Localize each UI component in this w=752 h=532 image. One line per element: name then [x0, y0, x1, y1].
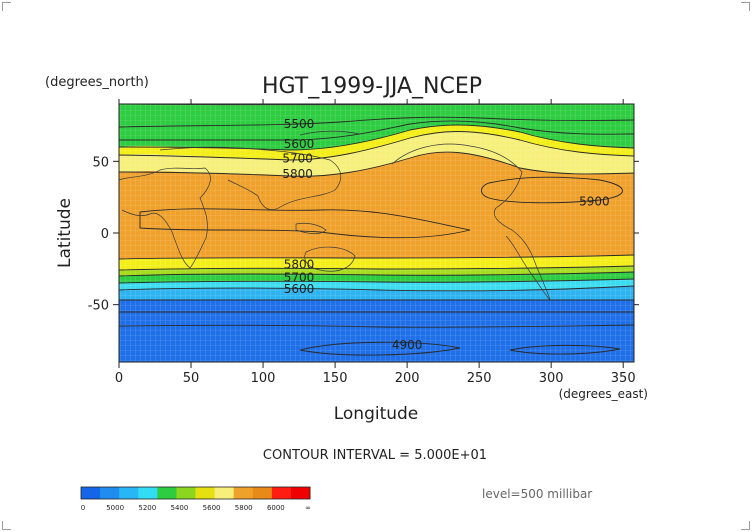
colorbar-label: 5200 — [138, 504, 156, 512]
colorbar-swatch — [138, 487, 158, 499]
x-tick-label: 0 — [115, 371, 123, 386]
colorbar-swatch — [100, 487, 120, 499]
chart-title: HGT_1999-JJA_NCEP — [262, 74, 482, 99]
y-tick-label: -50 — [88, 299, 109, 314]
grid-overlay — [119, 104, 634, 362]
colorbar-label: ∞ — [305, 504, 311, 512]
colorbar-label: 5600 — [203, 504, 221, 512]
x-units-label: (degrees_east) — [559, 387, 648, 401]
colorbar-swatch — [119, 487, 139, 499]
y-axis: 50 0 -50 — [88, 155, 639, 314]
colorbar-swatch — [176, 487, 196, 499]
crop-mark-top-left — [2, 2, 11, 11]
colorbar-label: 5800 — [235, 504, 253, 512]
x-tick-label: 50 — [183, 371, 200, 386]
crop-mark-bottom-left — [2, 521, 11, 530]
x-tick-label: 200 — [395, 371, 420, 386]
contour-label: 5800 — [284, 258, 315, 272]
contour-label: 5900 — [579, 194, 610, 208]
colorbar-label: 5000 — [106, 504, 124, 512]
colorbar-swatch — [290, 487, 311, 499]
contour-label: 4900 — [392, 338, 423, 352]
contour-label: 5800 — [282, 167, 313, 181]
colorbar-label: 0 — [81, 504, 85, 512]
contour-lines — [119, 116, 634, 356]
x-tick-label: 100 — [251, 371, 276, 386]
colorbar-swatch — [157, 487, 177, 499]
crop-mark-top-right — [741, 2, 750, 11]
contour-label: 5700 — [282, 151, 313, 165]
colorbar-label: 6000 — [267, 504, 285, 512]
y-axis-label: Latitude — [55, 198, 75, 268]
contour-label: 5500 — [284, 117, 315, 131]
contour-label: 5600 — [284, 282, 315, 296]
colorbar-swatch — [214, 487, 235, 499]
y-tick-label: 50 — [92, 155, 109, 170]
contour-label: 5600 — [284, 137, 315, 151]
colorbar-frame — [80, 486, 311, 500]
colorbar-swatch — [81, 487, 101, 499]
colorbar: 0 5000 5200 5400 5600 5800 6000 ∞ — [80, 486, 311, 512]
y-units-label: (degrees_north) — [45, 75, 149, 90]
colorbar-swatch — [271, 487, 292, 499]
contour-label: 5700 — [284, 270, 315, 284]
coastlines — [119, 104, 634, 302]
x-tick-label: 250 — [467, 371, 492, 386]
colorbar-swatch — [233, 487, 254, 499]
x-tick-label: 300 — [539, 371, 564, 386]
crop-mark-bottom-right — [741, 521, 750, 530]
x-axis-label: Longitude — [334, 404, 419, 424]
colorbar-label: 5400 — [171, 504, 189, 512]
contour-interval-text: CONTOUR INTERVAL = 5.000E+01 — [263, 448, 487, 463]
x-tick-label: 350 — [611, 371, 636, 386]
x-tick-label: 150 — [323, 371, 348, 386]
x-axis: 0 50 100 150 200 250 300 350 — [115, 99, 636, 386]
colorbar-swatch — [195, 487, 216, 499]
colorbar-swatch — [252, 487, 273, 499]
level-text: level=500 millibar — [482, 487, 592, 501]
y-tick-label: 0 — [101, 227, 109, 242]
